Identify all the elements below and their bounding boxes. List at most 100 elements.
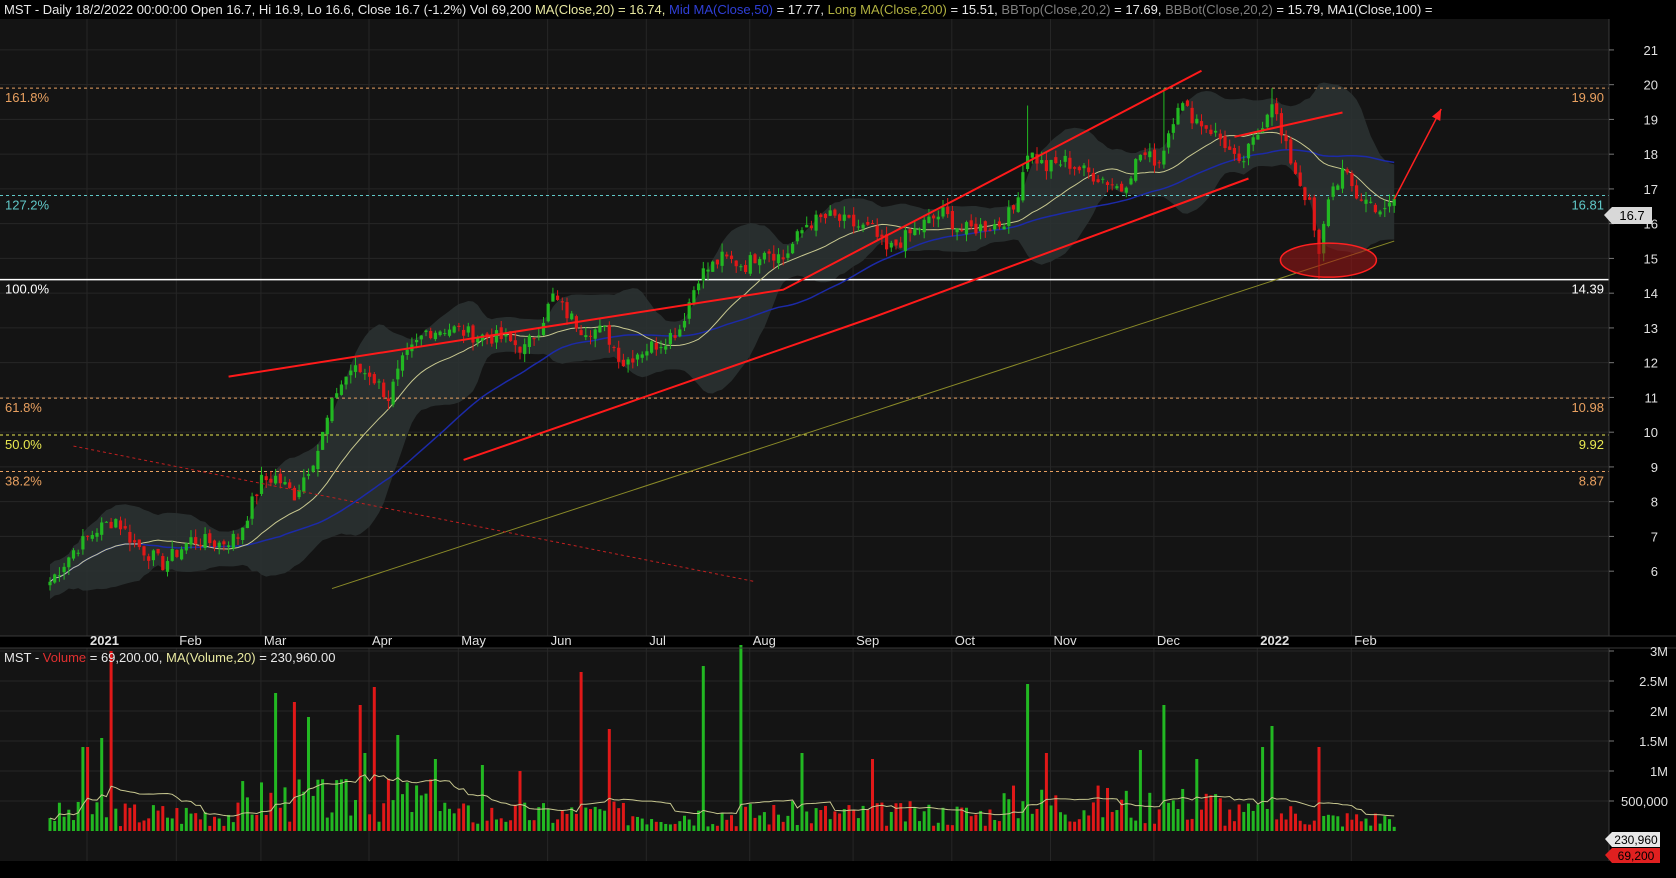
volume-bar [955,806,959,831]
volume-bar [1284,819,1288,831]
volume-bar [871,759,874,831]
candle-body [823,213,828,219]
candle-body [250,496,254,519]
volume-bar [231,822,235,831]
volume-bar [1359,821,1363,831]
candle-body [932,215,936,219]
volume-bar [777,814,780,831]
candle-body [758,259,762,266]
volume-bar [462,803,466,831]
candle-body [546,303,550,322]
volume-bar [1021,801,1025,831]
candle-body [847,215,851,218]
candle-body [151,550,155,561]
candle-body [715,259,719,265]
candle-body [1378,211,1382,215]
volume-bar [189,813,193,831]
trend-drawings[interactable] [73,69,1442,583]
ma20-line [49,131,1395,583]
channel-upper-line-2 [1234,111,1343,138]
volume-bar [711,824,715,831]
candle-body [142,546,146,556]
candle-body [894,239,898,246]
candle-body [1228,146,1232,150]
volume-bar [457,808,461,831]
volume-bar [194,813,198,831]
candle-body [231,533,235,549]
volume-bar [598,809,602,831]
volume-bar [781,821,785,831]
price-tick-label: 14 [1644,286,1658,301]
candle-body [988,229,992,231]
candle-body [908,229,912,234]
header-segment: MST - Daily 18/2/2022 00:00:00 Open 16.7… [4,2,535,17]
volume-bar [283,787,287,831]
volume-bar [997,821,1001,831]
volume-bar [1035,808,1039,831]
volume-bar [993,819,997,831]
candle-body [1345,169,1349,173]
candle-body [386,398,390,402]
volume-bar [546,808,550,831]
candle-body [1058,164,1063,166]
volume-bar [264,814,268,831]
volume-bar [918,821,921,831]
price-tick-label: 8 [1651,495,1658,510]
candle-body [1162,150,1166,165]
volume-bar [170,818,174,831]
candle-body [838,214,842,221]
candle-body [212,540,217,547]
volume-bar [767,824,771,831]
time-axis-label: Aug [753,633,776,648]
volume-pane[interactable] [0,648,1609,861]
candle-body [870,222,875,225]
volume-bar [612,801,616,831]
candle-body [1190,107,1194,124]
volume-bar [86,747,90,831]
volume-bar [1134,820,1138,831]
volume-bar [1153,823,1156,831]
volume-bar [307,717,310,831]
candle-body [1021,172,1025,201]
volume-bar [363,753,367,831]
candle-body [114,519,118,528]
price-tick-label: 18 [1644,147,1658,162]
candle-body [424,330,428,333]
candle-body [626,359,630,365]
volume-bar [245,797,249,831]
candle-body [795,231,799,242]
volume-bar [1322,815,1326,831]
volume-bar [1265,808,1269,831]
candle-body [1242,161,1246,163]
volume-bar [499,818,503,831]
candle-body [734,260,738,267]
header-segment: = 15.51, [947,2,1002,17]
volume-bar [1087,815,1091,831]
candle-body [537,335,541,337]
volume-bar [151,805,155,831]
volume-bar [631,816,635,831]
candle-body [706,269,710,272]
volume-bar [692,825,696,831]
volume-bar [452,813,456,831]
candle-body [208,533,212,544]
volume-bar [819,810,823,831]
volume-bar [62,816,66,831]
volume-bar [1369,825,1373,831]
volume-bar [1317,747,1321,831]
volume-bar [382,803,386,831]
candle-body [147,556,151,561]
volume-bar [1303,824,1307,831]
candle-body [584,335,588,338]
candle-body [781,257,785,260]
volume-bar [419,795,423,831]
candle-body [819,214,823,217]
candle-body [1223,135,1227,148]
candle-body [960,230,964,232]
fibonacci-levels: 161.8% 19.90 127.2% 16.81 100.0% 14.39 61.8% 10… [0,87,1609,488]
candle-body [1035,154,1039,164]
candle-body [588,335,593,337]
volume-bar [358,705,362,831]
candle-body [1087,167,1091,173]
